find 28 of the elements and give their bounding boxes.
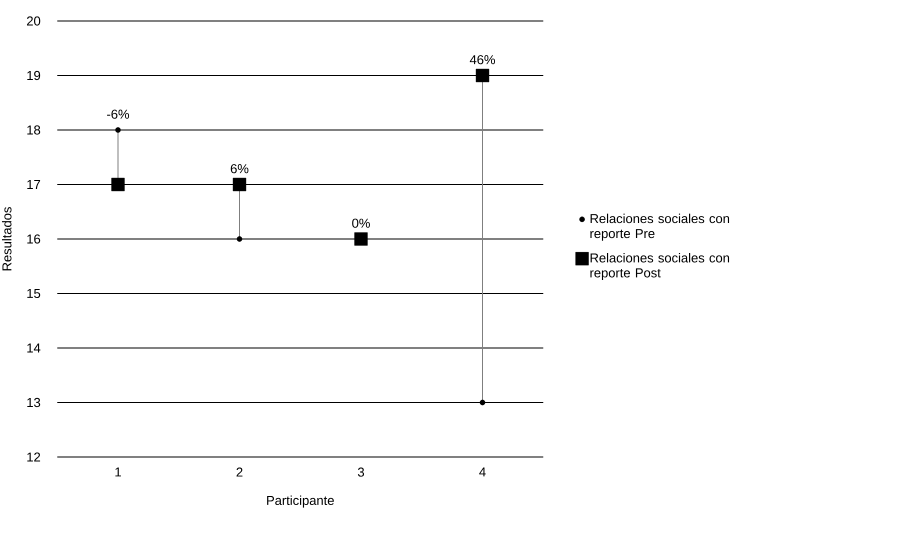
y-tick-label: 19: [27, 70, 40, 80]
annotation: -6%: [107, 110, 130, 119]
point: [232, 178, 246, 192]
y-tick-label: 20: [26, 16, 40, 26]
y-tick-label: 12: [27, 452, 40, 462]
point: [354, 232, 368, 246]
y-tick-label: 17: [27, 180, 40, 189]
point: [480, 400, 486, 406]
x-axis-title: Participante: [267, 496, 334, 508]
annotation: 6%: [230, 164, 248, 174]
point: [115, 127, 121, 133]
y-tick-label: 13: [27, 398, 40, 408]
point: [236, 236, 242, 242]
x-tick-label: 2: [236, 468, 242, 477]
x-tick-label: 1: [115, 468, 121, 476]
annotation: 46%: [470, 55, 496, 64]
point: [111, 178, 125, 192]
y-tick-label: 14: [27, 344, 40, 352]
y-tick-label: 15: [27, 288, 40, 298]
legend-label: Relaciones sociales con reporte Pre: [590, 214, 730, 241]
y-tick-label: 18: [27, 125, 40, 135]
annotation: 0%: [352, 218, 370, 228]
y-axis-title: Resultados: [2, 207, 12, 270]
y-tick-label: 16: [27, 234, 40, 244]
point: [476, 68, 490, 82]
x-tick-label: 4: [479, 468, 486, 476]
x-tick-label: 3: [358, 468, 364, 477]
legend-label: Relaciones sociales con reporte Post: [590, 252, 730, 280]
